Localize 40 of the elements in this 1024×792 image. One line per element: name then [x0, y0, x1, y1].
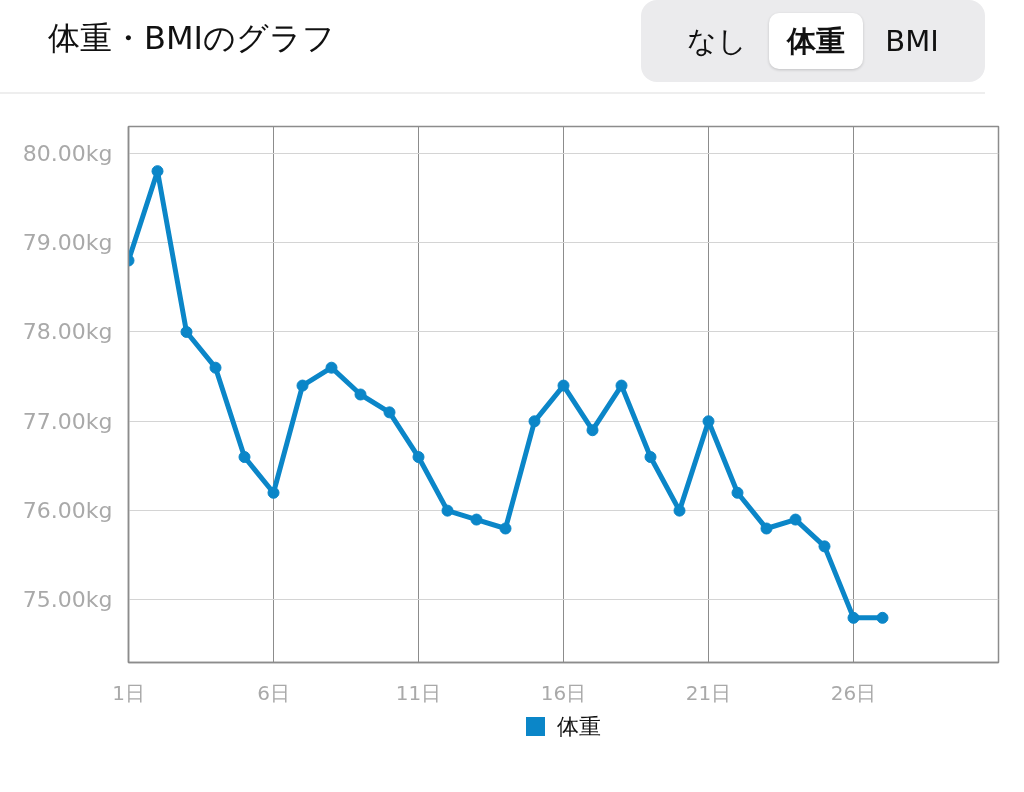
- point: [296, 379, 309, 392]
- x-tick-label: 16日: [540, 680, 587, 705]
- point: [267, 486, 280, 499]
- point: [818, 540, 831, 553]
- point: [180, 325, 193, 338]
- point: [731, 486, 744, 499]
- x-tick-label: 26日: [830, 680, 877, 705]
- x-tick-label: 6日: [257, 680, 290, 705]
- point: [412, 451, 425, 464]
- point: [499, 522, 512, 535]
- point: [383, 406, 396, 419]
- point: [557, 379, 570, 392]
- point: [354, 388, 367, 401]
- point: [615, 379, 628, 392]
- x-tick-label: 1日: [112, 680, 145, 705]
- chart-title: 体重・BMIのグラフ: [48, 18, 335, 59]
- point: [528, 415, 541, 428]
- x-tick-label: 21日: [685, 680, 732, 705]
- point: [644, 451, 657, 464]
- text: なし: [686, 23, 749, 60]
- y-tick-label: 79.00kg: [22, 230, 113, 256]
- y-tick-label: 80.00kg: [22, 140, 113, 166]
- point: [789, 513, 802, 526]
- point: [441, 504, 454, 517]
- y-tick-label: 75.00kg: [22, 587, 113, 613]
- point: [876, 611, 889, 624]
- point: [209, 361, 222, 374]
- point: [238, 451, 251, 464]
- point: [586, 424, 599, 437]
- x-tick-label: 11日: [395, 680, 442, 705]
- text: BMI: [884, 23, 940, 60]
- legend-label: 体重: [556, 713, 601, 742]
- y-tick-label: 78.00kg: [22, 319, 113, 345]
- point: [847, 611, 860, 624]
- y-tick-label: 77.00kg: [22, 408, 113, 434]
- text: 体重: [769, 13, 864, 69]
- point: [470, 513, 483, 526]
- point: [325, 361, 338, 374]
- y-tick-label: 76.00kg: [22, 498, 113, 524]
- point: [760, 522, 773, 535]
